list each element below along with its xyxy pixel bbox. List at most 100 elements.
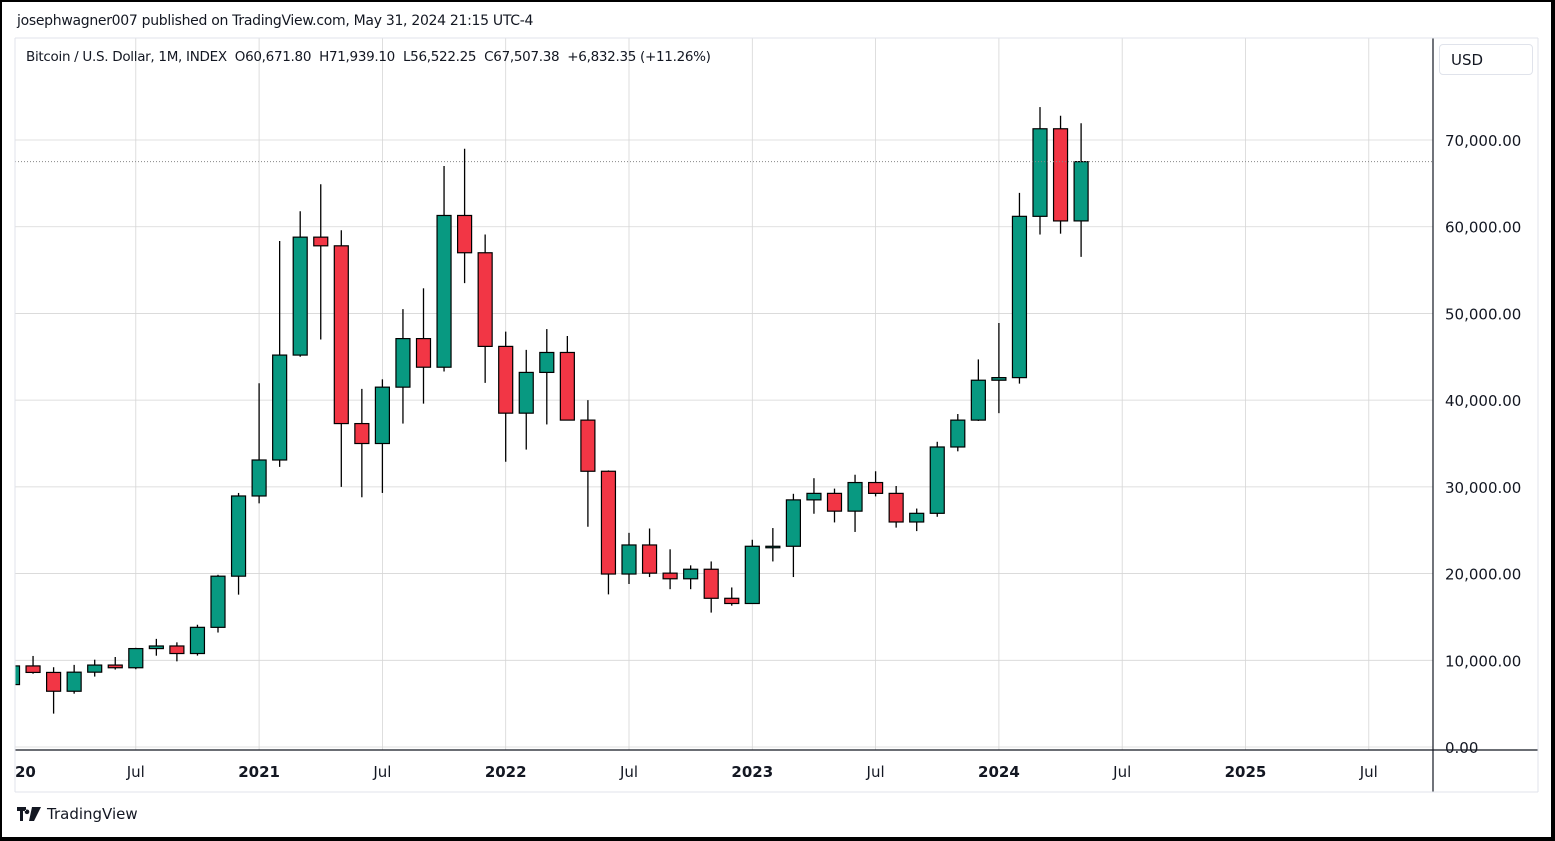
candle[interactable]: [559, 335, 575, 421]
grid-lines: [15, 38, 1433, 750]
candle-body-up: [970, 379, 986, 421]
candle-body-down: [107, 664, 123, 669]
candle[interactable]: [457, 148, 473, 284]
candle-body-down: [662, 572, 678, 580]
candle-body-up: [251, 459, 267, 497]
logo-text: TradingView: [47, 805, 138, 823]
candle[interactable]: [66, 664, 82, 694]
time-label: Jul: [126, 763, 145, 781]
currency-button[interactable]: USD: [1439, 44, 1533, 75]
candle[interactable]: [272, 241, 288, 467]
candle[interactable]: [950, 414, 966, 452]
candle[interactable]: [1073, 123, 1089, 257]
candle[interactable]: [600, 470, 617, 595]
candle[interactable]: [724, 587, 740, 606]
candle-body-up: [929, 446, 945, 514]
candle[interactable]: [970, 359, 986, 421]
symbol-name[interactable]: Bitcoin / U.S. Dollar, 1M, INDEX: [26, 49, 227, 65]
candle-body-up: [518, 371, 534, 414]
candle-body-up: [15, 665, 21, 686]
candle-body-down: [641, 544, 658, 574]
candle-body-up: [292, 236, 308, 356]
price-axis[interactable]: 0.00 10,000.00 20,000.00 30,000.00 40,000.00…: [1445, 132, 1521, 757]
candle[interactable]: [87, 659, 103, 677]
candle[interactable]: [292, 211, 308, 357]
candle[interactable]: [189, 624, 206, 656]
candle[interactable]: [847, 474, 863, 532]
candle-body-up: [128, 647, 144, 669]
publisher-caption: josephwagner007 published on TradingView…: [17, 13, 534, 29]
candle[interactable]: [128, 647, 144, 670]
candle[interactable]: [415, 288, 432, 404]
candle-body-down: [580, 419, 596, 472]
candle[interactable]: [826, 488, 843, 523]
candle[interactable]: [929, 441, 945, 517]
symbol-legend: Bitcoin / U.S. Dollar, 1M, INDEX O60,671…: [26, 49, 711, 65]
candle-body-up: [1073, 161, 1089, 222]
candle-body-up: [744, 545, 760, 605]
candle[interactable]: [354, 388, 370, 498]
time-label: Jul: [372, 763, 391, 781]
time-label: Jul: [866, 763, 885, 781]
candle[interactable]: [765, 528, 781, 562]
candle[interactable]: [45, 667, 62, 714]
candle[interactable]: [785, 493, 802, 578]
candle-body-down: [1052, 128, 1069, 222]
candle[interactable]: [1011, 192, 1028, 384]
price-label: 50,000.00: [1445, 305, 1521, 323]
candle-body-up: [785, 499, 802, 547]
time-axis[interactable]: 20 Jul 2021 Jul 2022 Jul 2023 Jul 2024 Jul 2025 Jul: [15, 763, 1378, 781]
candle[interactable]: [148, 638, 164, 656]
candle[interactable]: [477, 234, 493, 383]
candle[interactable]: [333, 230, 349, 487]
candle-body-up: [539, 351, 555, 374]
candle[interactable]: [210, 574, 226, 633]
candle[interactable]: [25, 655, 41, 674]
candle[interactable]: [313, 184, 329, 340]
candle-body-down: [826, 492, 843, 512]
candle[interactable]: [580, 400, 596, 527]
candle[interactable]: [251, 383, 267, 504]
candle[interactable]: [806, 478, 822, 514]
candle[interactable]: [6, 664, 21, 688]
price-label: 70,000.00: [1445, 132, 1521, 150]
candle-body-up: [847, 481, 863, 512]
candle[interactable]: [395, 309, 411, 424]
candle[interactable]: [683, 565, 699, 590]
candle[interactable]: [641, 528, 658, 578]
candle[interactable]: [867, 471, 884, 497]
tradingview-logo-icon: [17, 807, 41, 821]
candle[interactable]: [744, 539, 760, 605]
price-label: 60,000.00: [1445, 219, 1521, 237]
candle[interactable]: [498, 331, 514, 462]
price-label: 40,000.00: [1445, 392, 1521, 410]
candle-body-up: [230, 495, 247, 577]
candle[interactable]: [621, 532, 637, 584]
candle[interactable]: [909, 508, 925, 532]
candle[interactable]: [518, 349, 534, 450]
high-value: H71,939.10: [319, 49, 395, 65]
time-label: Jul: [1359, 763, 1378, 781]
candle[interactable]: [1032, 107, 1048, 235]
candle[interactable]: [888, 486, 904, 528]
time-label: 2023: [731, 763, 773, 781]
candle[interactable]: [436, 166, 452, 372]
tradingview-logo[interactable]: TradingView: [17, 805, 138, 823]
candle-body-up: [909, 512, 925, 523]
candle[interactable]: [1052, 115, 1069, 234]
candle-body-up: [395, 337, 411, 388]
candle[interactable]: [230, 492, 247, 595]
candle-body-down: [498, 345, 514, 414]
candle[interactable]: [703, 561, 719, 613]
candle[interactable]: [107, 656, 123, 670]
time-label: Jul: [619, 763, 638, 781]
candle[interactable]: [169, 642, 185, 662]
candle[interactable]: [662, 549, 678, 590]
candle-body-up: [374, 386, 390, 445]
candle[interactable]: [374, 379, 390, 493]
candle-body-up: [950, 419, 966, 448]
candle[interactable]: [991, 322, 1007, 414]
candle[interactable]: [539, 329, 555, 425]
